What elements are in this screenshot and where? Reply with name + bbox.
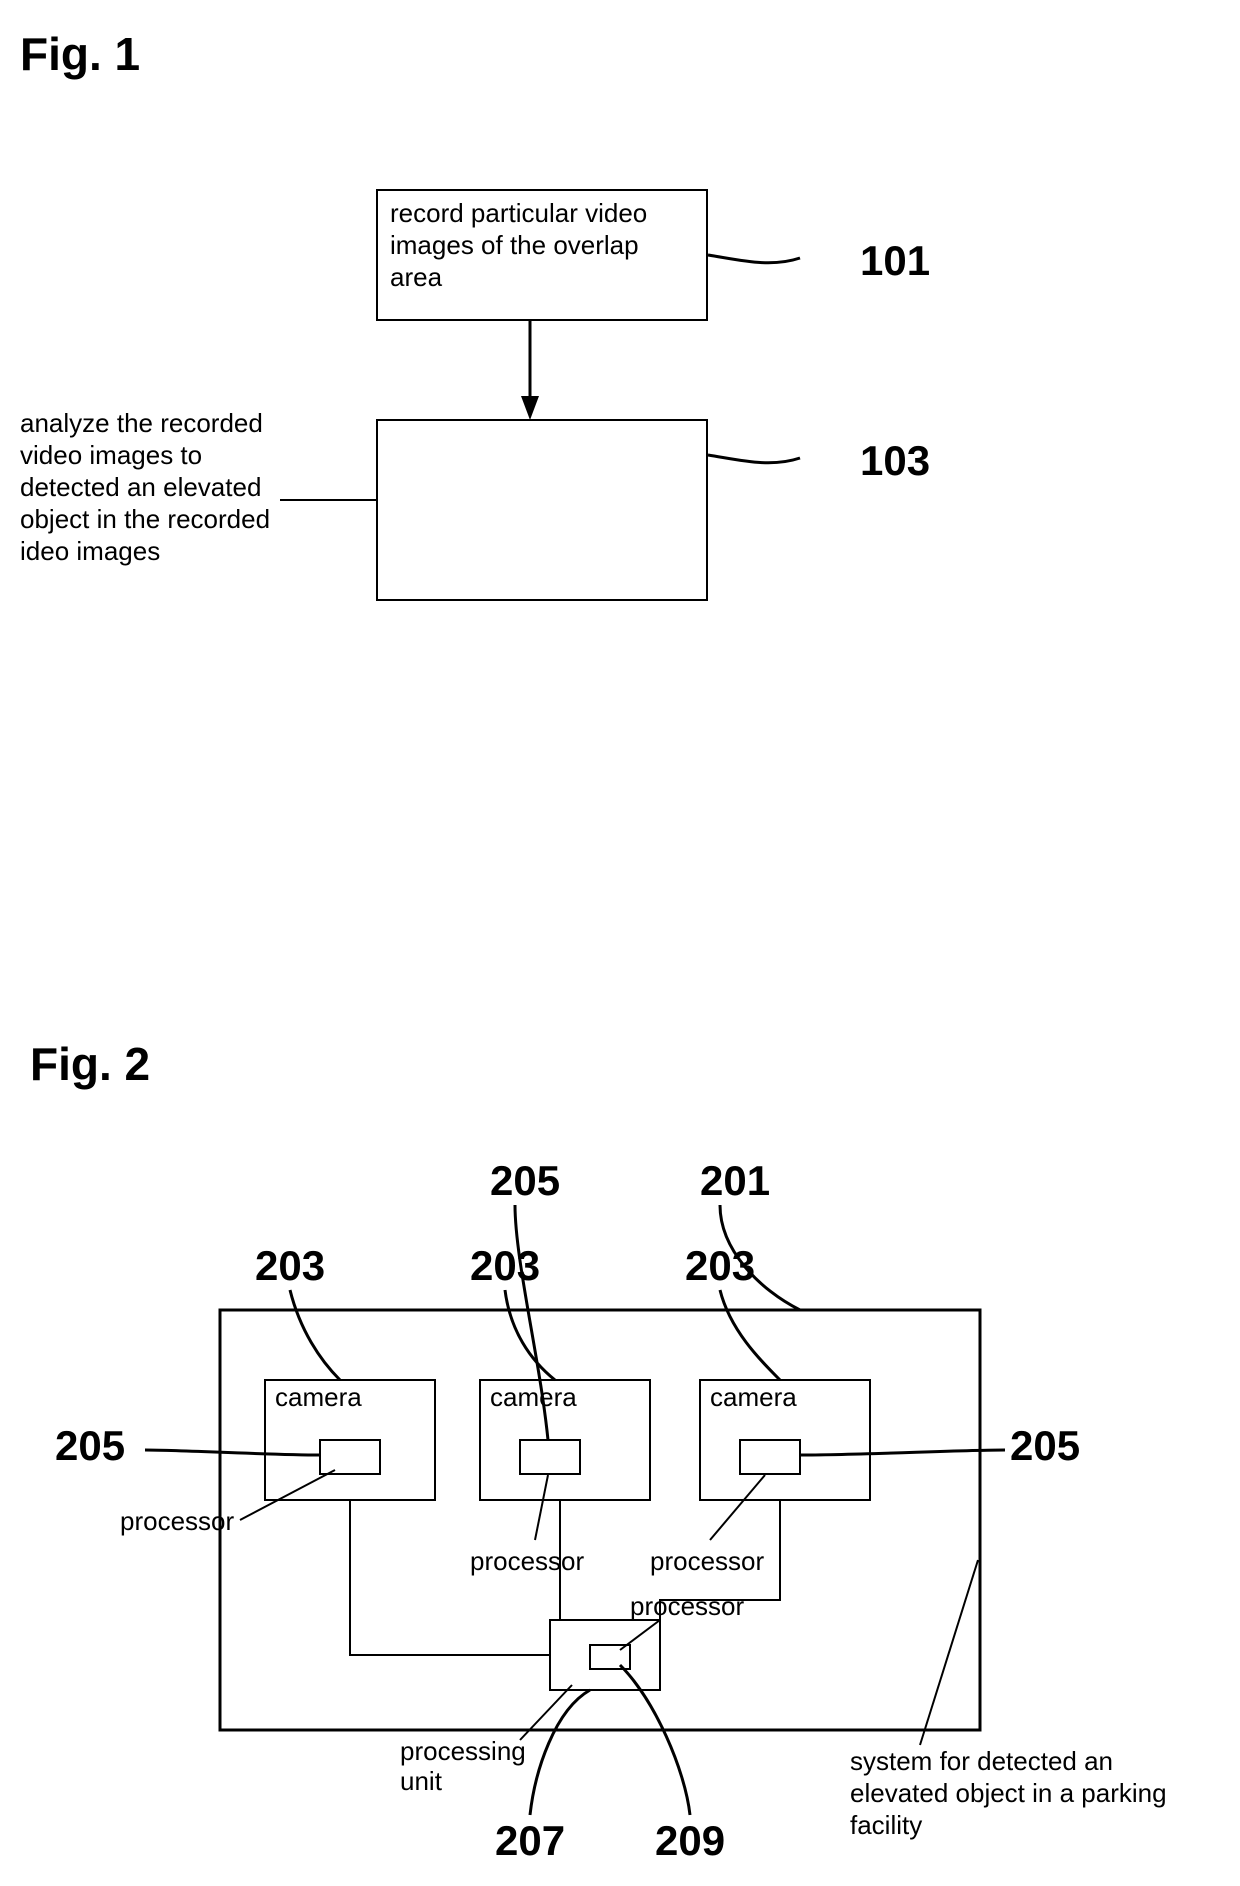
diagram-canvas: Fig. 1 record particular videoimages of t… xyxy=(0,0,1240,1886)
svg-text:103: 103 xyxy=(860,437,930,484)
fig2-camera-2-processor xyxy=(520,1440,580,1474)
svg-text:207: 207 xyxy=(495,1817,565,1864)
svg-text:unit: unit xyxy=(400,1766,443,1796)
fig1-title: Fig. 1 xyxy=(20,28,140,80)
fig2-processing-unit xyxy=(550,1620,660,1690)
svg-text:system for detected an: system for detected an xyxy=(850,1746,1113,1776)
svg-text:camera: camera xyxy=(490,1382,577,1412)
svg-text:processor: processor xyxy=(470,1546,584,1576)
svg-text:203: 203 xyxy=(470,1242,540,1289)
svg-text:209: 209 xyxy=(655,1817,725,1864)
svg-text:record particular video: record particular video xyxy=(390,198,647,228)
fig2-camera-3-processor xyxy=(740,1440,800,1474)
fig2-title: Fig. 2 xyxy=(30,1038,150,1090)
svg-text:processing: processing xyxy=(400,1736,526,1766)
svg-text:camera: camera xyxy=(275,1382,362,1412)
svg-text:205: 205 xyxy=(1010,1422,1080,1469)
svg-text:analyze the recorded: analyze the recorded xyxy=(20,408,263,438)
svg-text:camera: camera xyxy=(710,1382,797,1412)
svg-text:processor: processor xyxy=(120,1506,234,1536)
svg-text:facility: facility xyxy=(850,1810,922,1840)
svg-text:video images to: video images to xyxy=(20,440,202,470)
svg-text:images of the overlap: images of the overlap xyxy=(390,230,639,260)
svg-text:ideo images: ideo images xyxy=(20,536,160,566)
svg-text:101: 101 xyxy=(860,237,930,284)
svg-text:205: 205 xyxy=(55,1422,125,1469)
svg-text:203: 203 xyxy=(685,1242,755,1289)
svg-text:205: 205 xyxy=(490,1157,560,1204)
fig1-box-103 xyxy=(377,420,707,600)
svg-text:201: 201 xyxy=(700,1157,770,1204)
svg-text:203: 203 xyxy=(255,1242,325,1289)
fig2-camera-1-processor xyxy=(320,1440,380,1474)
svg-text:object in the recorded: object in the recorded xyxy=(20,504,270,534)
svg-text:elevated object in a parking: elevated object in a parking xyxy=(850,1778,1167,1808)
svg-text:processor: processor xyxy=(630,1591,744,1621)
svg-text:detected an elevated: detected an elevated xyxy=(20,472,261,502)
svg-text:area: area xyxy=(390,262,443,292)
svg-text:processor: processor xyxy=(650,1546,764,1576)
